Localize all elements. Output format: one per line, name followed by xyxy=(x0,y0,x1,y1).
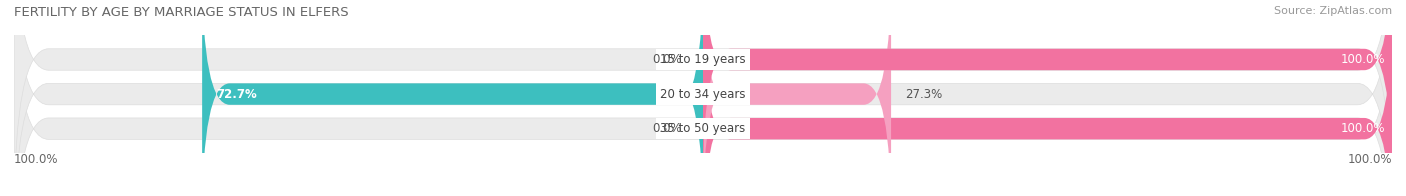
FancyBboxPatch shape xyxy=(202,0,703,196)
FancyBboxPatch shape xyxy=(14,0,1392,196)
Text: 27.3%: 27.3% xyxy=(905,88,942,101)
Text: 20 to 34 years: 20 to 34 years xyxy=(661,88,745,101)
FancyBboxPatch shape xyxy=(703,0,1392,187)
Text: 100.0%: 100.0% xyxy=(1340,53,1385,66)
FancyBboxPatch shape xyxy=(703,0,891,196)
Text: 100.0%: 100.0% xyxy=(1347,153,1392,166)
Text: 72.7%: 72.7% xyxy=(217,88,257,101)
Text: 35 to 50 years: 35 to 50 years xyxy=(661,122,745,135)
Text: 0.0%: 0.0% xyxy=(652,53,682,66)
Text: 100.0%: 100.0% xyxy=(1340,122,1385,135)
FancyBboxPatch shape xyxy=(14,0,1392,196)
Text: 100.0%: 100.0% xyxy=(14,153,59,166)
FancyBboxPatch shape xyxy=(703,1,1392,196)
Text: 0.0%: 0.0% xyxy=(652,122,682,135)
Text: Source: ZipAtlas.com: Source: ZipAtlas.com xyxy=(1274,6,1392,16)
Text: FERTILITY BY AGE BY MARRIAGE STATUS IN ELFERS: FERTILITY BY AGE BY MARRIAGE STATUS IN E… xyxy=(14,6,349,19)
FancyBboxPatch shape xyxy=(14,0,1392,196)
Legend: Married, Unmarried: Married, Unmarried xyxy=(616,191,790,196)
Text: 15 to 19 years: 15 to 19 years xyxy=(661,53,745,66)
